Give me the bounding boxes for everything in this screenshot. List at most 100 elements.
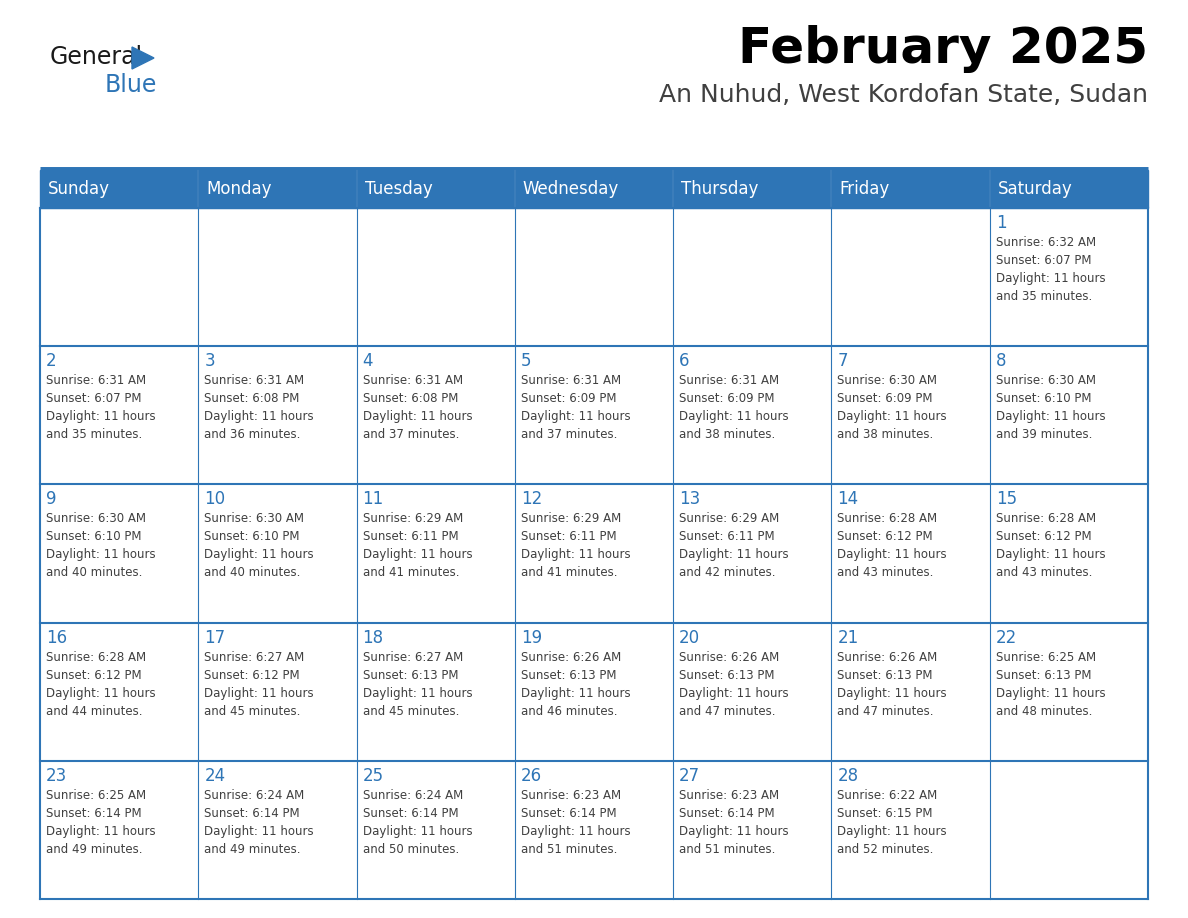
Text: 25: 25: [362, 767, 384, 785]
Text: Sunrise: 6:26 AM: Sunrise: 6:26 AM: [520, 651, 621, 664]
Text: 8: 8: [996, 353, 1006, 370]
Text: and 38 minutes.: and 38 minutes.: [838, 428, 934, 442]
Text: Sunrise: 6:29 AM: Sunrise: 6:29 AM: [362, 512, 463, 525]
Text: and 40 minutes.: and 40 minutes.: [204, 566, 301, 579]
Text: Sunset: 6:09 PM: Sunset: 6:09 PM: [838, 392, 933, 405]
Bar: [40, 170, 1148, 208]
Text: Daylight: 11 hours: Daylight: 11 hours: [362, 548, 472, 562]
Text: 2: 2: [46, 353, 57, 370]
Text: and 50 minutes.: and 50 minutes.: [362, 843, 459, 856]
Text: 11: 11: [362, 490, 384, 509]
Text: Daylight: 11 hours: Daylight: 11 hours: [46, 548, 156, 562]
Text: February 2025: February 2025: [738, 25, 1148, 73]
Text: Thursday: Thursday: [681, 180, 758, 198]
Text: 9: 9: [46, 490, 57, 509]
Text: Daylight: 11 hours: Daylight: 11 hours: [204, 410, 314, 423]
Text: Daylight: 11 hours: Daylight: 11 hours: [520, 410, 631, 423]
Text: Daylight: 11 hours: Daylight: 11 hours: [996, 410, 1105, 423]
Text: Daylight: 11 hours: Daylight: 11 hours: [204, 548, 314, 562]
Text: 4: 4: [362, 353, 373, 370]
Polygon shape: [132, 47, 154, 69]
Text: 22: 22: [996, 629, 1017, 646]
Text: Daylight: 11 hours: Daylight: 11 hours: [996, 687, 1105, 700]
Text: Sunset: 6:10 PM: Sunset: 6:10 PM: [204, 531, 299, 543]
Text: and 47 minutes.: and 47 minutes.: [838, 705, 934, 718]
Text: Sunrise: 6:29 AM: Sunrise: 6:29 AM: [680, 512, 779, 525]
Text: and 41 minutes.: and 41 minutes.: [362, 566, 459, 579]
Text: Daylight: 11 hours: Daylight: 11 hours: [520, 687, 631, 700]
Text: 28: 28: [838, 767, 859, 785]
Text: Sunset: 6:07 PM: Sunset: 6:07 PM: [46, 392, 141, 405]
Text: Sunset: 6:11 PM: Sunset: 6:11 PM: [680, 531, 775, 543]
Text: 10: 10: [204, 490, 226, 509]
Text: 1: 1: [996, 214, 1006, 232]
Text: and 43 minutes.: and 43 minutes.: [996, 566, 1092, 579]
Text: 7: 7: [838, 353, 848, 370]
Text: Daylight: 11 hours: Daylight: 11 hours: [46, 824, 156, 838]
Text: 27: 27: [680, 767, 700, 785]
Text: and 43 minutes.: and 43 minutes.: [838, 566, 934, 579]
Text: and 37 minutes.: and 37 minutes.: [520, 428, 618, 442]
Text: 12: 12: [520, 490, 542, 509]
Text: 19: 19: [520, 629, 542, 646]
Text: Daylight: 11 hours: Daylight: 11 hours: [680, 548, 789, 562]
Text: and 39 minutes.: and 39 minutes.: [996, 428, 1092, 442]
Text: Sunrise: 6:22 AM: Sunrise: 6:22 AM: [838, 789, 937, 801]
Text: Tuesday: Tuesday: [365, 180, 432, 198]
Text: Sunrise: 6:29 AM: Sunrise: 6:29 AM: [520, 512, 621, 525]
Text: Daylight: 11 hours: Daylight: 11 hours: [520, 824, 631, 838]
Text: An Nuhud, West Kordofan State, Sudan: An Nuhud, West Kordofan State, Sudan: [659, 83, 1148, 107]
Text: and 38 minutes.: and 38 minutes.: [680, 428, 776, 442]
Text: Sunset: 6:13 PM: Sunset: 6:13 PM: [362, 668, 459, 681]
Text: Daylight: 11 hours: Daylight: 11 hours: [838, 548, 947, 562]
Text: Sunrise: 6:30 AM: Sunrise: 6:30 AM: [46, 512, 146, 525]
Text: and 48 minutes.: and 48 minutes.: [996, 705, 1092, 718]
Text: Sunset: 6:11 PM: Sunset: 6:11 PM: [362, 531, 459, 543]
Text: Sunrise: 6:28 AM: Sunrise: 6:28 AM: [838, 512, 937, 525]
Text: Daylight: 11 hours: Daylight: 11 hours: [680, 824, 789, 838]
Text: Daylight: 11 hours: Daylight: 11 hours: [204, 824, 314, 838]
Text: Sunrise: 6:31 AM: Sunrise: 6:31 AM: [46, 375, 146, 387]
Text: Sunset: 6:14 PM: Sunset: 6:14 PM: [204, 807, 299, 820]
Text: 26: 26: [520, 767, 542, 785]
Text: and 49 minutes.: and 49 minutes.: [46, 843, 143, 856]
Text: Sunrise: 6:24 AM: Sunrise: 6:24 AM: [204, 789, 304, 801]
Text: 15: 15: [996, 490, 1017, 509]
Text: Daylight: 11 hours: Daylight: 11 hours: [838, 410, 947, 423]
Text: and 51 minutes.: and 51 minutes.: [520, 843, 618, 856]
Text: Daylight: 11 hours: Daylight: 11 hours: [362, 824, 472, 838]
Text: Daylight: 11 hours: Daylight: 11 hours: [46, 687, 156, 700]
Text: Sunset: 6:12 PM: Sunset: 6:12 PM: [204, 668, 299, 681]
Text: Sunset: 6:07 PM: Sunset: 6:07 PM: [996, 254, 1092, 267]
Text: Sunrise: 6:23 AM: Sunrise: 6:23 AM: [680, 789, 779, 801]
Text: Saturday: Saturday: [998, 180, 1073, 198]
Text: Daylight: 11 hours: Daylight: 11 hours: [838, 824, 947, 838]
Text: Daylight: 11 hours: Daylight: 11 hours: [520, 548, 631, 562]
Text: Sunset: 6:10 PM: Sunset: 6:10 PM: [46, 531, 141, 543]
Text: Daylight: 11 hours: Daylight: 11 hours: [204, 687, 314, 700]
Text: Sunset: 6:12 PM: Sunset: 6:12 PM: [838, 531, 933, 543]
Text: and 47 minutes.: and 47 minutes.: [680, 705, 776, 718]
Text: Sunrise: 6:28 AM: Sunrise: 6:28 AM: [996, 512, 1095, 525]
Text: Sunrise: 6:31 AM: Sunrise: 6:31 AM: [204, 375, 304, 387]
Text: Sunrise: 6:30 AM: Sunrise: 6:30 AM: [996, 375, 1095, 387]
Text: and 44 minutes.: and 44 minutes.: [46, 705, 143, 718]
Text: Sunset: 6:10 PM: Sunset: 6:10 PM: [996, 392, 1092, 405]
Text: Sunrise: 6:25 AM: Sunrise: 6:25 AM: [996, 651, 1095, 664]
Text: Sunset: 6:14 PM: Sunset: 6:14 PM: [362, 807, 459, 820]
Text: and 49 minutes.: and 49 minutes.: [204, 843, 301, 856]
Text: Sunset: 6:08 PM: Sunset: 6:08 PM: [362, 392, 457, 405]
Text: Sunset: 6:09 PM: Sunset: 6:09 PM: [680, 392, 775, 405]
Text: Blue: Blue: [105, 73, 157, 97]
Text: Sunset: 6:15 PM: Sunset: 6:15 PM: [838, 807, 933, 820]
Text: Sunrise: 6:28 AM: Sunrise: 6:28 AM: [46, 651, 146, 664]
Text: and 45 minutes.: and 45 minutes.: [204, 705, 301, 718]
Text: 6: 6: [680, 353, 690, 370]
Text: Sunset: 6:13 PM: Sunset: 6:13 PM: [996, 668, 1092, 681]
Text: Sunset: 6:14 PM: Sunset: 6:14 PM: [46, 807, 141, 820]
Text: Sunset: 6:12 PM: Sunset: 6:12 PM: [46, 668, 141, 681]
Text: 17: 17: [204, 629, 226, 646]
Text: Daylight: 11 hours: Daylight: 11 hours: [46, 410, 156, 423]
Text: and 40 minutes.: and 40 minutes.: [46, 566, 143, 579]
Text: Sunrise: 6:27 AM: Sunrise: 6:27 AM: [362, 651, 463, 664]
